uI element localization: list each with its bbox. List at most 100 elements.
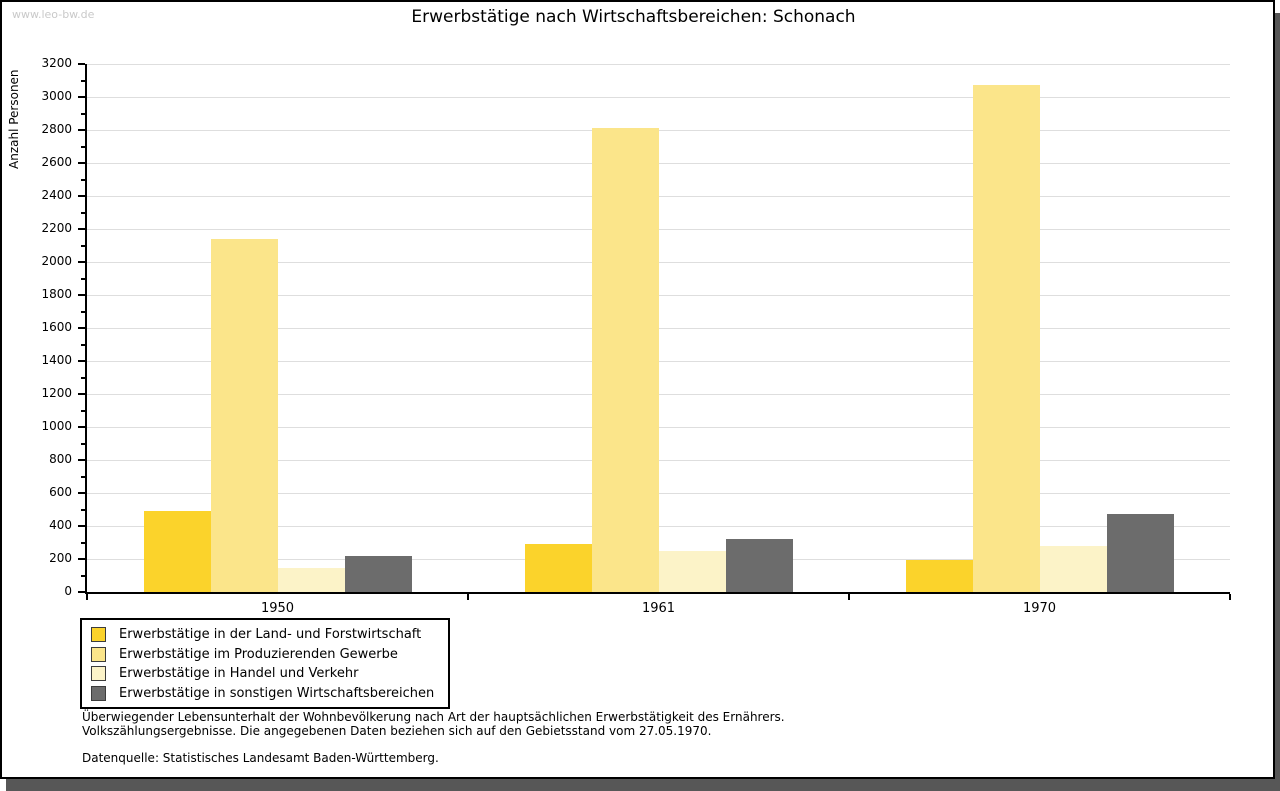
gridline	[87, 97, 1230, 98]
y-axis-tick-label: 0	[64, 584, 72, 598]
y-axis-tick-label: 2800	[41, 122, 72, 136]
bar-1950-s2	[210, 238, 278, 592]
gridline	[87, 130, 1230, 131]
legend-item-2: Erwerbstätige im Produzierenden Gewerbe	[91, 645, 439, 665]
y-axis-tick-label: 1200	[41, 386, 72, 400]
y-axis-major-tick	[78, 195, 85, 197]
y-axis-major-tick	[78, 294, 85, 296]
footnote-line-2: Volkszählungsergebnisse. Die angegebenen…	[82, 724, 712, 738]
bar-1950-s3	[277, 568, 345, 592]
gridline	[87, 427, 1230, 428]
y-axis-tick-label: 600	[49, 485, 72, 499]
y-axis-minor-tick	[81, 145, 85, 148]
gridline	[87, 526, 1230, 527]
y-axis-minor-tick	[81, 244, 85, 247]
y-axis-major-tick	[78, 525, 85, 527]
y-axis-minor-tick	[81, 211, 85, 214]
bar-1970-s1	[905, 559, 973, 592]
y-axis-major-tick	[78, 228, 85, 230]
y-axis-major-tick	[78, 96, 85, 98]
footnote-line-1: Überwiegender Lebensunterhalt der Wohnbe…	[82, 710, 785, 724]
legend-item-3: Erwerbstätige in Handel und Verkehr	[91, 664, 439, 684]
bar-1950-s1	[143, 511, 211, 592]
gridline	[87, 493, 1230, 494]
y-axis-tick-label: 2000	[41, 254, 72, 268]
y-axis-tick-label: 1400	[41, 353, 72, 367]
gridline	[87, 295, 1230, 296]
legend-label: Erwerbstätige in Handel und Verkehr	[119, 666, 359, 682]
bar-1961-s3	[658, 550, 726, 592]
y-axis-minor-tick	[81, 574, 85, 577]
y-axis-tick-label: 2400	[41, 188, 72, 202]
legend-swatch-icon	[91, 646, 106, 662]
plot-area: 0 200 400 600 800 1000 1200 1400 1600 1800 2000 220…	[41, 56, 1231, 616]
y-axis-minor-tick	[81, 79, 85, 82]
y-axis-minor-tick	[81, 541, 85, 544]
watermark: www.leo-bw.de	[12, 8, 95, 21]
footnotes: Überwiegender Lebensunterhalt der Wohnbe…	[82, 710, 785, 765]
y-axis-tick-label: 400	[49, 518, 72, 532]
y-axis-tick-label: 3000	[41, 89, 72, 103]
y-axis-tick-label: 1000	[41, 419, 72, 433]
bar-1961-s1	[524, 544, 592, 592]
x-category-label: 1970	[1022, 601, 1057, 616]
y-axis-minor-tick	[81, 376, 85, 379]
y-axis-major-tick	[78, 261, 85, 263]
x-axis-tick	[1229, 594, 1231, 600]
gridline	[87, 229, 1230, 230]
y-axis-major-tick	[78, 393, 85, 395]
y-axis-major-tick	[78, 591, 85, 593]
y-axis-minor-tick	[81, 508, 85, 511]
bar-1961-s4	[725, 539, 793, 592]
gridline	[87, 196, 1230, 197]
y-axis-tick-label: 3200	[41, 56, 72, 70]
gridline	[87, 64, 1230, 65]
bar-1970-s4	[1106, 514, 1174, 592]
y-axis-tick-label: 200	[49, 551, 72, 565]
legend-label: Erwerbstätige in der Land- und Forstwirt…	[119, 627, 422, 643]
legend-swatch-icon	[91, 685, 106, 701]
x-axis-tick	[467, 594, 469, 600]
y-axis-tick-label: 1800	[41, 287, 72, 301]
y-axis-tick-label: 2200	[41, 221, 72, 235]
bar-1970-s2	[972, 85, 1040, 592]
legend-label: Erwerbstätige in sonstigen Wirtschaftsbe…	[119, 685, 435, 701]
y-axis-minor-tick	[81, 442, 85, 445]
legend-label: Erwerbstätige im Produzierenden Gewerbe	[119, 646, 398, 662]
gridline	[87, 328, 1230, 329]
legend: Erwerbstätige in der Land- und Forstwirt…	[80, 618, 450, 709]
legend-item-4: Erwerbstätige in sonstigen Wirtschaftsbe…	[91, 684, 439, 704]
y-axis-minor-tick	[81, 409, 85, 412]
x-axis-tick	[848, 594, 850, 600]
y-axis-major-tick	[78, 162, 85, 164]
y-axis-minor-tick	[81, 277, 85, 280]
y-axis-major-tick	[78, 426, 85, 428]
legend-item-1: Erwerbstätige in der Land- und Forstwirt…	[91, 625, 439, 645]
y-axis-major-tick	[78, 327, 85, 329]
y-axis-major-tick	[78, 129, 85, 131]
gridline	[87, 163, 1230, 164]
y-axis-tick-label: 2600	[41, 155, 72, 169]
legend-swatch-icon	[91, 627, 106, 643]
y-axis-major-tick	[78, 360, 85, 362]
x-category-label: 1961	[641, 601, 676, 616]
y-axis-major-tick	[78, 63, 85, 65]
gridline	[87, 262, 1230, 263]
gridline	[87, 394, 1230, 395]
y-axis-minor-tick	[81, 310, 85, 313]
y-axis-major-tick	[78, 459, 85, 461]
bar-1970-s3	[1039, 545, 1107, 592]
y-axis-major-tick	[78, 492, 85, 494]
bar-1950-s4	[344, 555, 412, 592]
y-axis-minor-tick	[81, 475, 85, 478]
y-axis-major-tick	[78, 558, 85, 560]
y-axis-tick-label: 800	[49, 452, 72, 466]
legend-swatch-icon	[91, 666, 106, 682]
gridline	[87, 361, 1230, 362]
y-axis-minor-tick	[81, 178, 85, 181]
data-source: Datenquelle: Statistisches Landesamt Bad…	[82, 751, 439, 765]
gridline	[87, 460, 1230, 461]
bar-1961-s2	[591, 128, 659, 592]
chart-title: Erwerbstätige nach Wirtschaftsbereichen:…	[411, 7, 856, 27]
